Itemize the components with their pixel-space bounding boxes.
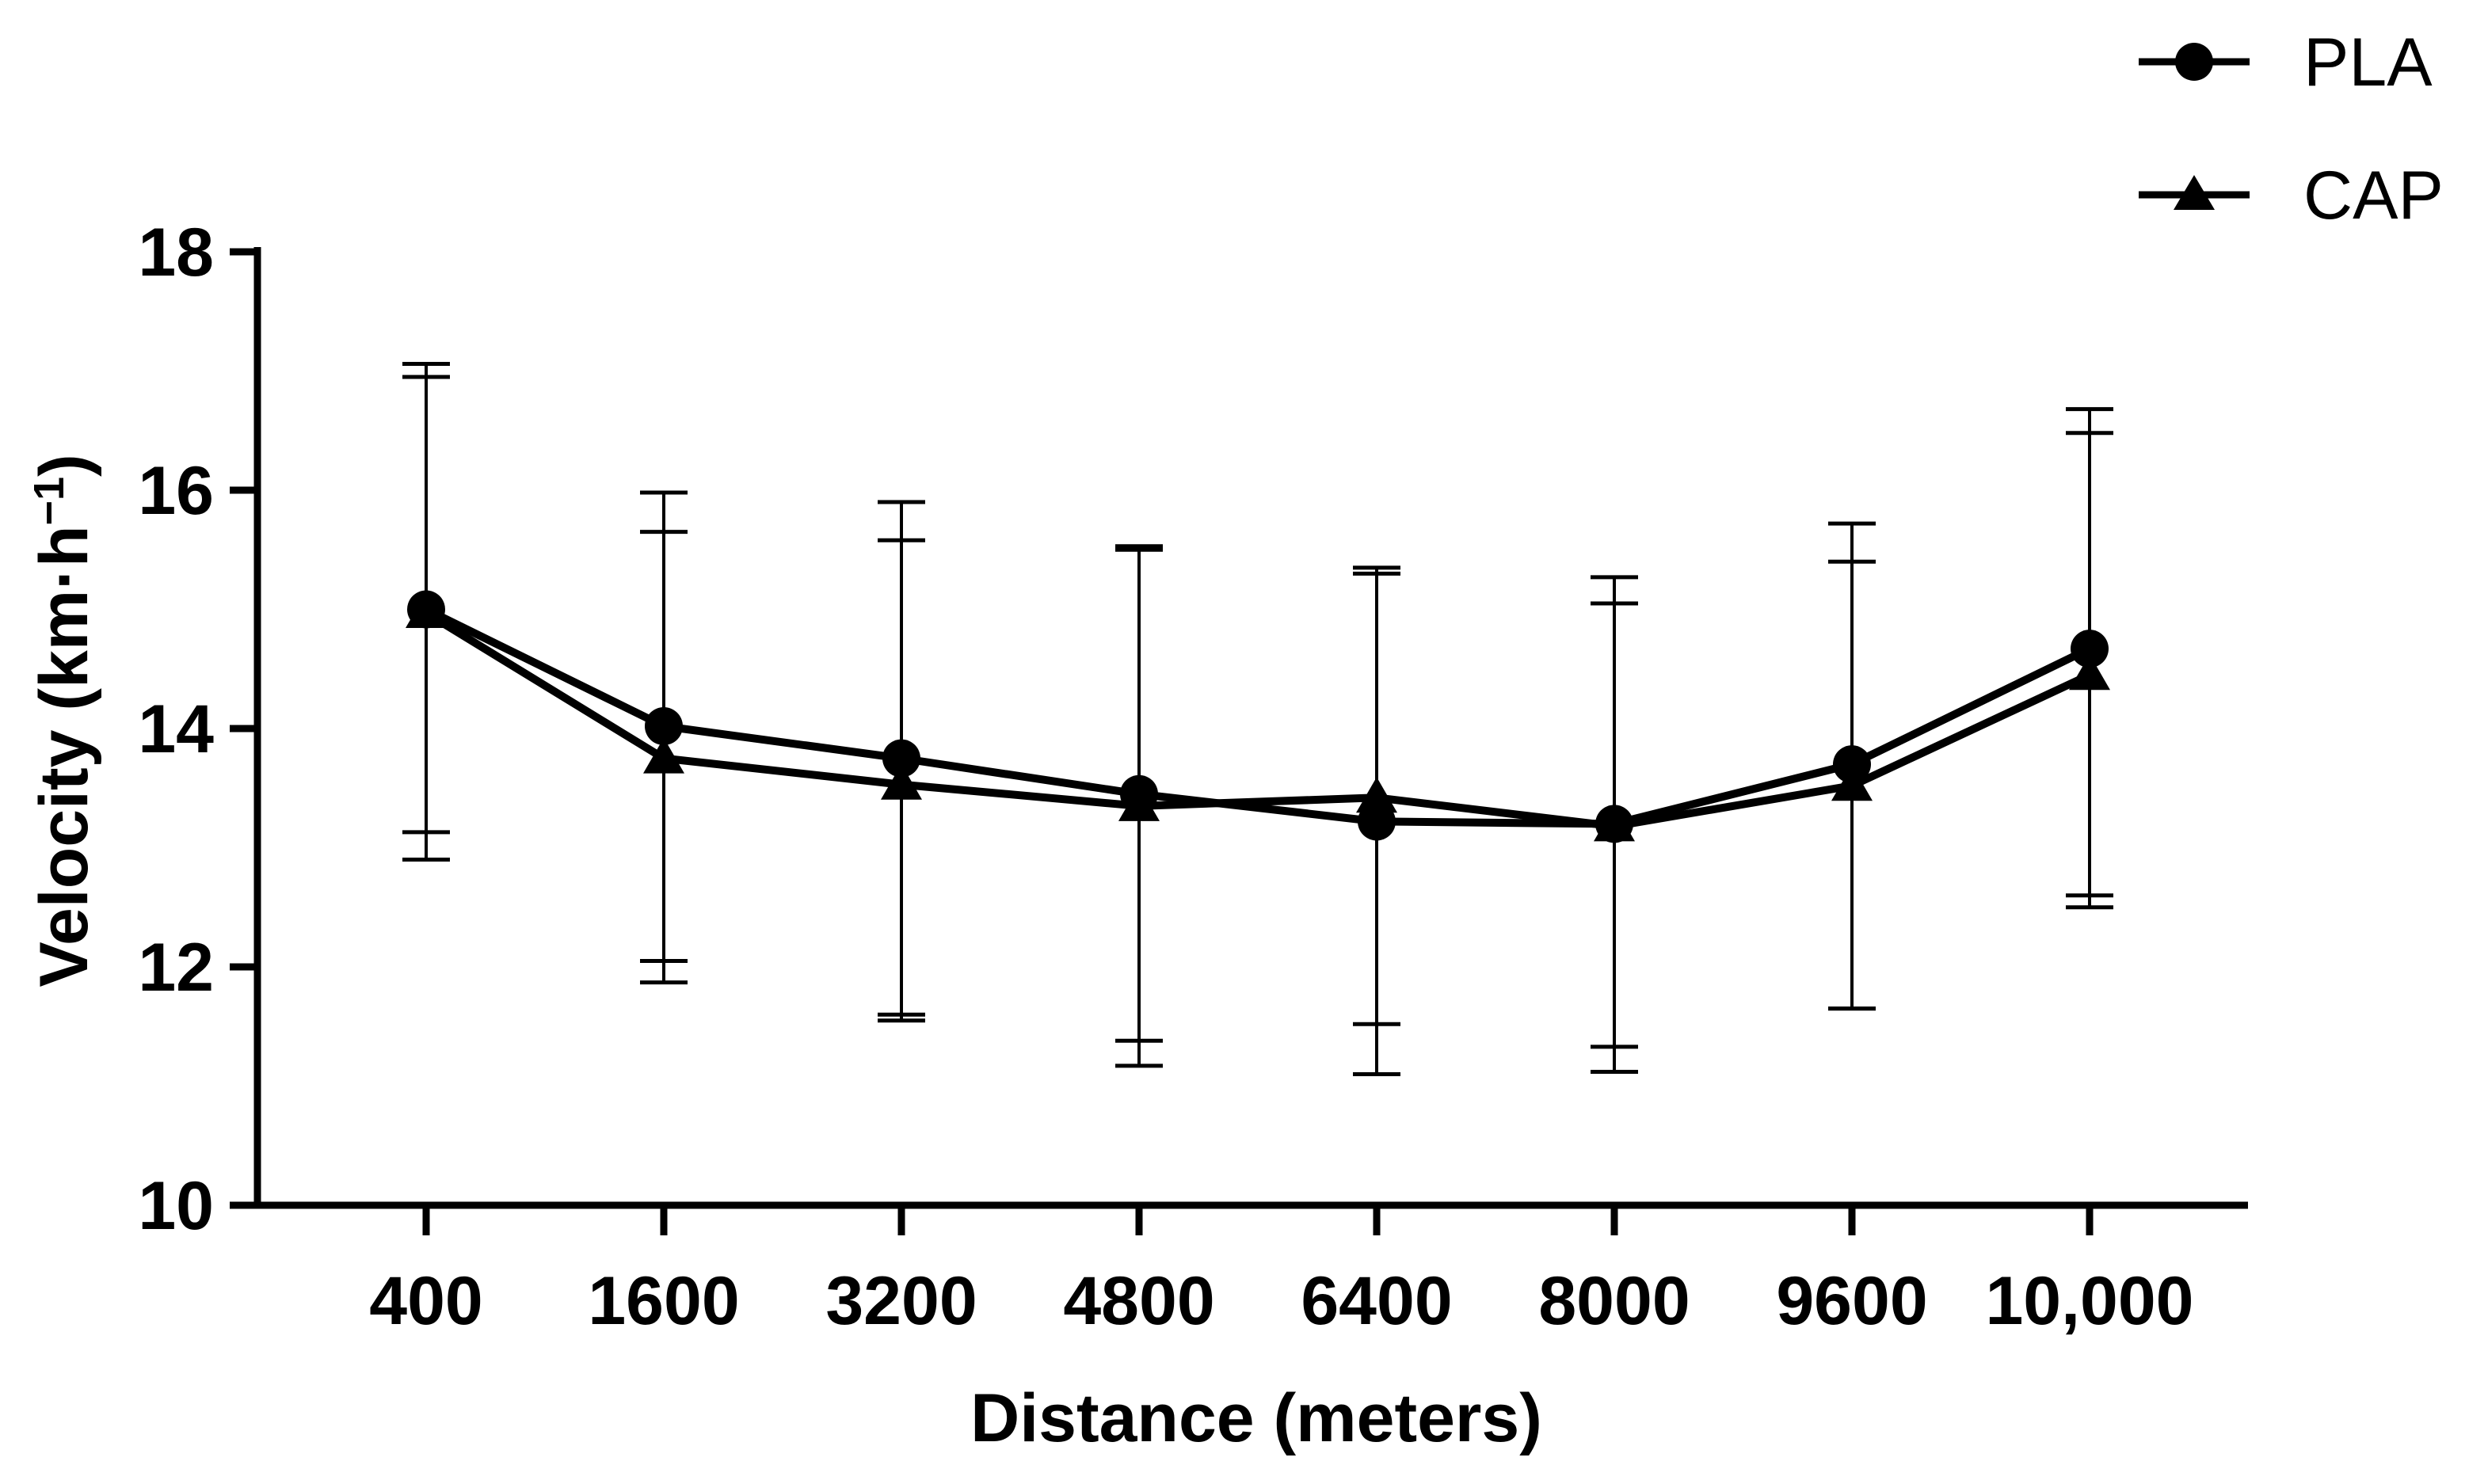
x-tick-label: 6400	[1301, 1263, 1452, 1339]
y-tick-label: 14	[138, 691, 214, 767]
legend-item-cap: CAP	[2139, 158, 2444, 234]
marker-cap-0	[406, 592, 447, 629]
axes	[253, 247, 2248, 1209]
x-tick-label: 400	[369, 1263, 483, 1339]
marker-cap-1	[643, 737, 684, 774]
y-axis-title-main: Velocity (km·h	[26, 526, 102, 987]
marker-pla-7	[2071, 630, 2109, 668]
legend-marker-cap	[2174, 175, 2215, 210]
x-tick-label: 8000	[1538, 1263, 1690, 1339]
series-line-cap	[424, 609, 2092, 831]
legend-label-cap: CAP	[2303, 158, 2444, 234]
series-markers	[406, 590, 2110, 843]
marker-cap-6	[1831, 765, 1873, 801]
y-tick-label: 16	[138, 453, 214, 529]
x-tick-label: 1600	[588, 1263, 739, 1339]
y-tick-label: 12	[138, 930, 214, 1006]
marker-cap-3	[1118, 785, 1160, 821]
marker-cap-4	[1356, 777, 1397, 813]
marker-pla-1	[645, 706, 683, 745]
marker-pla-6	[1833, 745, 1871, 784]
marker-cap-7	[2069, 654, 2110, 691]
x-tick-label: 10,000	[1985, 1263, 2193, 1339]
marker-cap-5	[1594, 805, 1635, 842]
y-tick-label: 10	[138, 1168, 214, 1244]
series-line-pla	[424, 606, 2092, 828]
y-tick-label: 18	[138, 215, 214, 291]
marker-pla-2	[882, 739, 920, 778]
x-tick-label: 9600	[1776, 1263, 1927, 1339]
legend: PLA CAP	[2139, 25, 2444, 234]
marker-cap-2	[881, 763, 922, 800]
legend-label-pla: PLA	[2303, 25, 2433, 101]
y-axis-title-superscript: −1	[25, 477, 73, 526]
y-ticks: 10 12 14 16 18	[138, 215, 257, 1244]
y-axis-title-close: )	[26, 454, 102, 477]
legend-marker-pla	[2175, 43, 2213, 81]
x-ticks: 400 1600 3200 4800 6400 8000 9600 10,000	[369, 1205, 2194, 1339]
x-tick-label: 3200	[825, 1263, 977, 1339]
series-lines	[424, 606, 2092, 831]
legend-item-pla: PLA	[2139, 25, 2433, 101]
y-axis-title: Velocity (km·h−1)	[25, 454, 102, 987]
x-axis-title: Distance (meters)	[970, 1380, 1542, 1456]
x-tick-label: 4800	[1063, 1263, 1214, 1339]
